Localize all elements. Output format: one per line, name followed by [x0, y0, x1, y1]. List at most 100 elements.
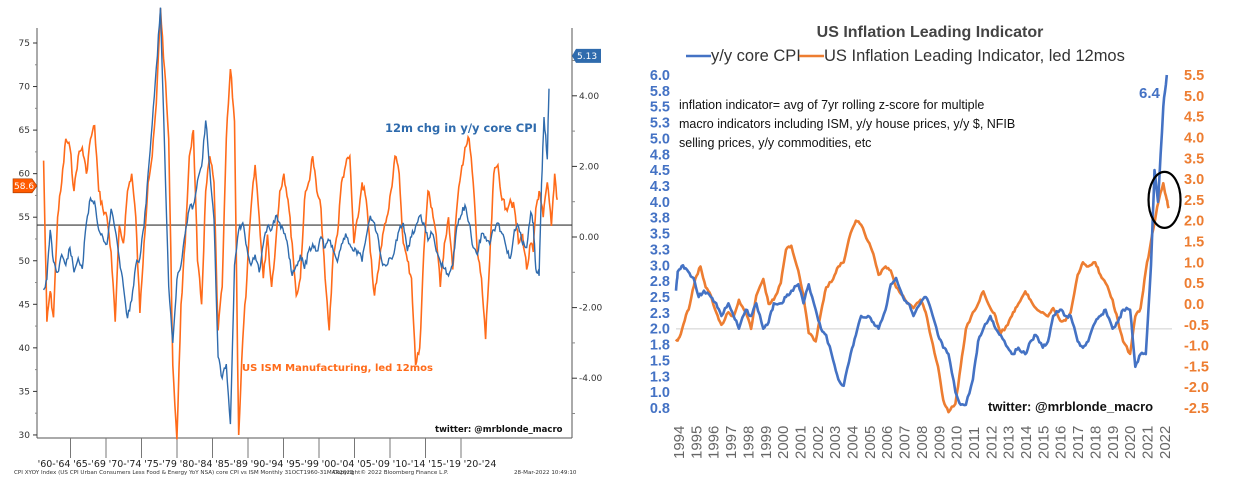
left-axis-tick-label: 2.5 — [650, 290, 670, 306]
x-axis-year-label: 1997 — [723, 426, 740, 459]
left-tick-label: 35 — [19, 387, 30, 397]
era-label: '80-'84 — [180, 459, 213, 470]
left-axis-tick-label: 2.8 — [650, 274, 670, 290]
copyright-footnote: Copyright© 2022 Bloomberg Finance L.P. — [333, 469, 448, 476]
right-axis-tick-label: 5.5 — [1184, 68, 1204, 84]
right-axis-tick-label: 1.0 — [1184, 255, 1204, 271]
left-last-value-badge: 58.6 — [12, 178, 38, 194]
svg-text:58.6: 58.6 — [14, 182, 34, 192]
right-axis-tick-label: -2.5 — [1184, 401, 1209, 417]
x-axis-year-label: 2013 — [1001, 426, 1018, 459]
right-axis-tick-label: -2.0 — [1184, 380, 1209, 396]
left-axis-tick-label: 2.3 — [650, 306, 670, 322]
x-axis-year-label: 1996 — [706, 426, 723, 459]
right-axis-tick-label: 0.0 — [1184, 297, 1204, 313]
x-axis-year-label: 2020 — [1122, 426, 1139, 459]
right-axis-tick-label: 0.5 — [1184, 276, 1204, 292]
ism-annotation: US ISM Manufacturing, led 12mos — [242, 363, 433, 374]
x-axis-year-label: 2009 — [931, 426, 948, 459]
right-axis-tick-label: 3.5 — [1184, 151, 1204, 167]
left-axis-tick-label: 3.3 — [650, 242, 670, 258]
note-line-1: inflation indicator= avg of 7yr rolling … — [679, 98, 984, 112]
left-tick-label: 60 — [19, 170, 31, 180]
x-axis-year-label: 1994 — [671, 426, 688, 459]
left-axis-tick-label: 3.8 — [650, 211, 670, 227]
x-axis-year-label: 2001 — [792, 426, 809, 459]
era-label: '85-'89 — [215, 459, 248, 470]
series-line-core-cpi — [674, 74, 1169, 407]
right-axis-tick-label: 2.0 — [1184, 214, 1204, 230]
left-axis-tick-label: 5.3 — [650, 116, 670, 132]
left-axis-tick-label: 4.3 — [650, 179, 670, 195]
left-axis-tick-label: 5.0 — [650, 131, 670, 147]
x-axis-year-label: 2017 — [1070, 426, 1087, 459]
x-axis-year-label: 1998 — [740, 426, 757, 459]
x-axis-year-label: 2004 — [845, 426, 862, 459]
right-axis-tick-label: 2.5 — [1184, 193, 1204, 209]
left-axis-tick-label: 3.0 — [650, 258, 670, 274]
right-axis-tick-label: 5.0 — [1184, 89, 1204, 105]
left-tick-label: 50 — [19, 257, 31, 267]
note-line-3: selling prices, y/y commodities, etc — [679, 136, 871, 150]
series-line-cpi-change — [42, 7, 550, 425]
era-label: '75-'79 — [144, 459, 177, 470]
left-chart: 30 35 40 45 50 55 60 65 70 75 -4.00 -2.00 0.00 2.00 4… — [12, 0, 603, 476]
era-label: '10-'14 — [393, 459, 426, 470]
x-axis-year-label: 2014 — [1018, 426, 1035, 459]
chart-title: US Inflation Leading Indicator — [817, 24, 1044, 41]
x-axis-year-label: 2002 — [810, 426, 827, 459]
left-axis-tick-label: 4.8 — [650, 147, 670, 163]
left-tick-label: 30 — [19, 431, 31, 441]
note-line-2: macro indicators including ISM, y/y hous… — [679, 117, 1015, 131]
series-line-inflation-indicator — [674, 181, 1170, 414]
last-value-label: 6.4 — [1139, 85, 1161, 102]
left-tick-label: 70 — [19, 83, 31, 93]
left-tick-label: 55 — [19, 213, 30, 223]
era-label: '15-'19 — [428, 459, 461, 470]
era-label: '65-'69 — [73, 459, 106, 470]
methodology-note: inflation indicator= avg of 7yr rolling … — [679, 98, 1015, 150]
era-label: '90-'94 — [251, 459, 284, 470]
right-axis-tick-label: 3.0 — [1184, 172, 1204, 188]
x-axis-year-label: 2019 — [1105, 426, 1122, 459]
right-axis-tick-label: -0.5 — [1184, 318, 1209, 334]
twitter-handle-right: twitter: @mrblonde_macro — [988, 399, 1153, 414]
x-axis-year-label: 2008 — [914, 426, 931, 459]
era-label: '95-'99 — [286, 459, 319, 470]
left-axis-tick-label: 2.0 — [650, 322, 670, 338]
x-axis-year-label: 2010 — [949, 426, 966, 459]
right-axis-tick-label: 4.5 — [1184, 110, 1204, 126]
x-axis-year-label: 1995 — [688, 426, 705, 459]
x-axis-year-label: 2018 — [1087, 426, 1104, 459]
x-axis-year-label: 2003 — [827, 426, 844, 459]
right-axis-tick-label: 1.5 — [1184, 235, 1204, 251]
era-label: '05-'09 — [357, 459, 390, 470]
left-plot-area — [37, 0, 572, 438]
twitter-handle: twitter: @mrblonde_macro — [435, 425, 563, 435]
left-axis-tick-label: 1.3 — [650, 369, 670, 385]
x-axis-year-label: 2000 — [775, 426, 792, 459]
left-axis-tick-label: 1.0 — [650, 385, 670, 401]
left-tick-label: 40 — [19, 344, 31, 354]
right-tick-label: 4.00 — [579, 92, 599, 102]
right-axis-tick-label: 4.0 — [1184, 130, 1204, 146]
x-axis-year-label: 2011 — [966, 427, 983, 459]
left-axis-tick-label: 5.8 — [650, 84, 670, 100]
left-tick-label: 45 — [19, 300, 30, 310]
cpi-annotation: 12m chg in y/y core CPI — [385, 121, 537, 135]
left-axis-tick-label: 4.0 — [650, 195, 670, 211]
legend: y/y core CPI US Inflation Leading Indica… — [686, 47, 1125, 65]
right-tick-label: -4.00 — [579, 374, 603, 384]
right-tick-label: 0.00 — [579, 233, 599, 243]
svg-text:5.13: 5.13 — [577, 52, 597, 62]
left-tick-label: 75 — [19, 39, 30, 49]
x-axis-year-label: 2021 — [1139, 426, 1156, 459]
x-axis-year-label: 2007 — [897, 426, 914, 459]
left-axis-tick-label: 0.8 — [650, 401, 670, 417]
source-footnote: CPI XYOY Index (US CPI Urban Consumers L… — [14, 470, 354, 476]
left-axis-tick-label: 1.5 — [650, 353, 670, 369]
right-last-value-badge: 5.13 — [572, 48, 601, 63]
era-label: '20-'24 — [464, 459, 497, 470]
x-axis-year-label: 2022 — [1157, 426, 1174, 459]
